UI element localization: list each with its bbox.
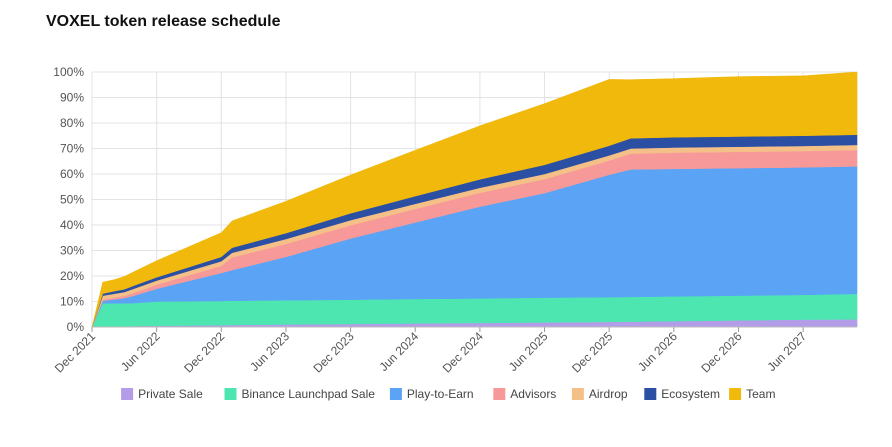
- legend-label: Advisors: [510, 387, 556, 401]
- x-tick-label: Dec 2021: [52, 329, 98, 375]
- y-tick-label: 20%: [60, 269, 84, 283]
- y-tick-label: 90%: [60, 91, 84, 105]
- x-tick-label: Jun 2026: [635, 329, 680, 374]
- y-axis: 0% 10% 20% 30% 40% 50% 60% 70% 80% 90% 100%: [53, 65, 84, 334]
- legend-swatch: [493, 388, 506, 400]
- legend-label: Airdrop: [589, 387, 628, 401]
- y-tick-label: 10%: [60, 295, 84, 309]
- y-tick-label: 50%: [60, 193, 84, 207]
- y-tick-label: 0%: [67, 320, 85, 334]
- chart-title: VOXEL token release schedule: [46, 13, 281, 30]
- series-areas: [91, 71, 858, 328]
- x-tick-label: Dec 2022: [181, 329, 227, 375]
- y-tick-label: 70%: [60, 142, 84, 156]
- x-axis: Dec 2021 Jun 2022 Dec 2022 Jun 2023 Dec 2023…: [52, 326, 857, 375]
- x-tick-label: Jun 2024: [377, 329, 422, 374]
- y-tick-label: 30%: [60, 244, 84, 258]
- legend-label: Play-to-Earn: [407, 387, 474, 401]
- x-tick-label: Jun 2025: [506, 329, 551, 374]
- x-tick-label: Jun 2023: [247, 329, 292, 374]
- legend-swatch: [729, 388, 742, 400]
- x-tick-label: Dec 2025: [569, 329, 615, 375]
- x-tick-label: Jun 2027: [764, 329, 809, 374]
- x-tick-label: Jun 2022: [118, 329, 163, 374]
- y-tick-label: 80%: [60, 116, 84, 130]
- y-tick-label: 60%: [60, 167, 84, 181]
- legend-label: Binance Launchpad Sale: [242, 387, 376, 401]
- y-tick-label: 100%: [53, 65, 84, 79]
- legend-swatch: [644, 388, 657, 400]
- legend-swatch: [121, 388, 134, 400]
- legend: Private Sale Binance Launchpad Sale Play-t…: [121, 387, 775, 401]
- legend-label: Private Sale: [138, 387, 203, 401]
- legend-swatch: [224, 388, 237, 400]
- x-tick-label: Dec 2024: [440, 329, 486, 375]
- y-tick-label: 40%: [60, 218, 84, 232]
- legend-swatch: [571, 388, 584, 400]
- legend-swatch: [389, 388, 402, 400]
- x-tick-label: Dec 2023: [310, 329, 356, 375]
- series-area-6: [91, 71, 858, 328]
- legend-label: Team: [746, 387, 775, 401]
- legend-label: Ecosystem: [661, 387, 720, 401]
- x-tick-label: Dec 2026: [698, 329, 744, 375]
